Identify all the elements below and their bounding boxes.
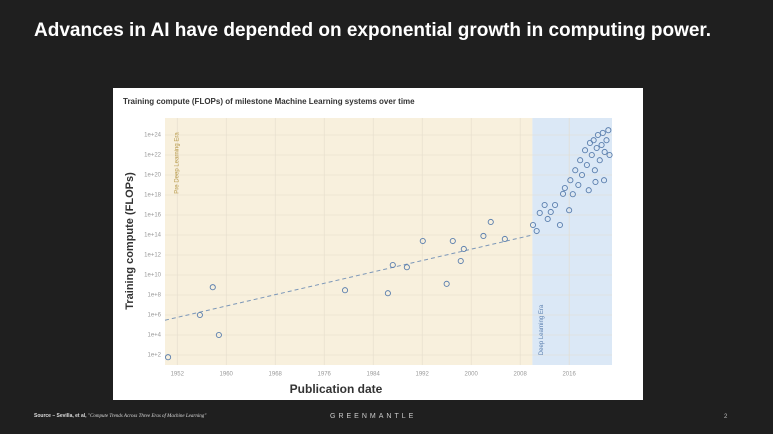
data-point [600,177,608,184]
data-point [403,264,410,271]
data-point [599,129,606,136]
data-point [209,284,216,291]
data-point [460,245,467,253]
data-point [605,127,612,134]
source-title: "Compute Trends Across Three Eras of Mac… [87,414,207,419]
x-tick-label: 2008 [513,372,527,378]
data-point [389,261,396,269]
chart-title: Training compute (FLOPs) of milestone Ma… [123,97,415,106]
chart: Training compute (FLOPs) of milestone Ma… [113,88,643,400]
data-point [529,221,537,229]
data-point [596,157,603,164]
data-point [449,237,456,245]
era-label: Deep Learning Era [539,304,545,355]
data-point [588,151,595,159]
y-tick-label: 1e+12 [144,253,162,259]
data-point [384,290,391,297]
data-point [601,148,608,156]
data-point [533,227,540,235]
data-point [578,171,586,179]
data-point [196,311,203,319]
data-point [603,137,610,144]
x-tick-label: 1992 [415,372,429,378]
data-point [561,184,568,192]
data-point [547,208,554,216]
source-label: Source – Sevilla, et al, [34,413,87,419]
data-point [552,201,559,209]
x-tick-label: 1968 [269,372,283,378]
data-point [577,157,584,164]
y-axis-label: Training compute (FLOPs) [124,172,136,310]
data-point [541,201,548,209]
x-tick-label: 1952 [171,372,185,378]
data-point [582,147,589,154]
x-axis-label: Publication date [290,382,383,396]
data-point [559,190,567,197]
data-point [590,137,597,144]
data-point [594,131,601,139]
data-point [585,187,592,194]
y-tick-label: 1e+10 [144,273,162,279]
x-tick-label: 2016 [562,372,576,378]
slide-title: Advances in AI have depended on exponent… [34,20,712,41]
data-point [501,235,508,243]
data-point [165,354,172,361]
data-point [544,215,551,223]
data-point [593,144,600,152]
data-point [583,161,590,169]
data-point [569,191,576,198]
y-tick-label: 1e+22 [144,153,162,159]
x-tick-label: 2000 [464,372,478,378]
data-point [457,257,464,265]
y-tick-label: 1e+14 [144,233,162,239]
data-point [598,141,605,149]
data-point [419,237,426,245]
x-tick-label: 1960 [220,372,234,378]
source: Source – Sevilla, et al, "Compute Trends… [34,413,206,419]
y-tick-label: 1e+18 [144,193,162,199]
y-tick-label: 1e+4 [147,333,161,339]
era-label: Pre Deep Learning Era [175,132,181,194]
x-tick-label: 1976 [318,372,332,378]
data-point [443,280,450,287]
data-point [572,167,579,174]
data-point [536,209,543,217]
brand: GREENMANTLE [330,413,417,420]
page-number: 2 [724,414,728,420]
data-point [480,232,487,240]
data-point [575,181,582,189]
y-tick-label: 1e+20 [144,173,162,179]
data-point [556,221,564,229]
y-tick-label: 1e+6 [147,313,161,319]
era-band [532,118,612,365]
y-tick-label: 1e+24 [144,133,162,139]
x-tick-label: 1984 [367,372,381,378]
y-tick-label: 1e+2 [147,353,161,359]
data-point [487,218,494,226]
y-tick-label: 1e+16 [144,213,162,219]
data-point [567,177,574,184]
y-tick-label: 1e+8 [147,293,161,299]
data-point [591,167,598,174]
data-point [215,331,222,339]
data-point [606,151,613,159]
data-point [341,287,349,294]
data-point [592,178,599,186]
data-point [566,207,573,214]
